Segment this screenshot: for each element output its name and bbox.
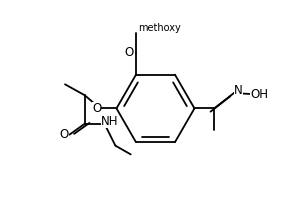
Text: N: N <box>234 84 243 97</box>
Text: O: O <box>125 46 134 59</box>
Text: OH: OH <box>250 88 268 101</box>
Text: NH: NH <box>101 115 119 128</box>
Text: O: O <box>92 102 101 115</box>
Text: O: O <box>59 128 69 141</box>
Text: methoxy: methoxy <box>138 23 181 33</box>
